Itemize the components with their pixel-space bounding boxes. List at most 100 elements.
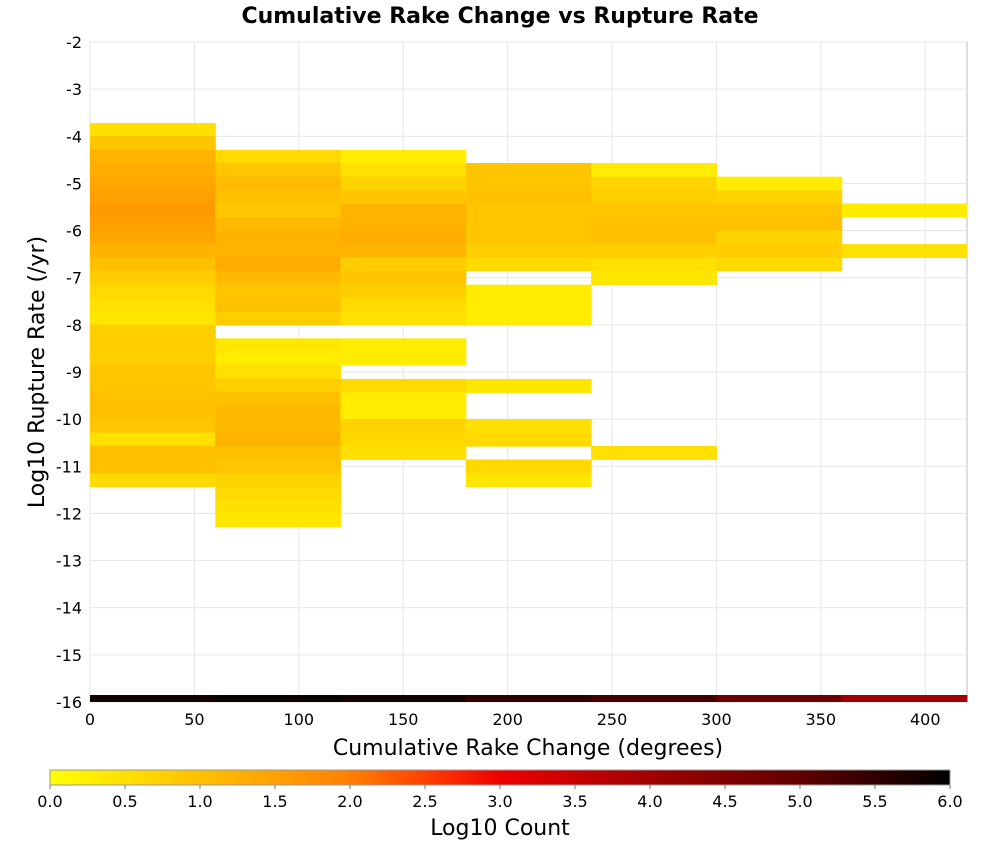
heatmap-cell — [215, 217, 342, 232]
heatmap-cell — [340, 405, 467, 420]
heatmap-cell — [90, 257, 216, 272]
heatmap-cell — [90, 203, 216, 218]
heatmap-cell — [841, 244, 968, 259]
heatmap-cell — [465, 244, 592, 259]
colorbar-tick-label: 3.0 — [487, 792, 512, 811]
heatmap-cell — [591, 217, 717, 232]
heatmap-cell — [90, 419, 216, 433]
colorbar-tick-label: 0.0 — [37, 792, 62, 811]
heatmap-cell — [465, 378, 592, 393]
heatmap-cell — [215, 176, 342, 191]
colorbar-tick-label: 1.5 — [262, 792, 287, 811]
heatmap-cell — [591, 203, 717, 218]
heatmap-cell — [465, 459, 592, 474]
colorbar-tick-label: 6.0 — [937, 792, 962, 811]
heatmap-cell — [340, 203, 467, 218]
heatmap-cell — [90, 190, 216, 205]
heatmap-cell — [465, 419, 592, 433]
heatmap-cell-total — [215, 695, 342, 702]
colorbar-tick-label: 2.5 — [412, 792, 437, 811]
x-tick-label: 150 — [388, 710, 419, 729]
x-tick-label: 50 — [184, 710, 204, 729]
heatmap-cell — [90, 136, 216, 151]
heatmap-cell — [215, 500, 342, 515]
heatmap-cell — [340, 297, 467, 312]
heatmap-cell — [340, 190, 467, 205]
y-tick-label: -4 — [66, 127, 82, 146]
colorbar-tick-label: 3.5 — [562, 792, 587, 811]
heatmap-cell — [215, 405, 342, 420]
heatmap-cell — [90, 324, 216, 339]
heatmap-cell — [591, 445, 717, 460]
heatmap-cell — [90, 351, 216, 366]
colorbar-tick-label: 0.5 — [112, 792, 137, 811]
heatmap-cell — [90, 445, 216, 460]
colorbar — [49, 769, 951, 786]
heatmap-cell — [90, 163, 216, 177]
heatmap-cell — [340, 419, 467, 433]
heatmap-cell — [340, 311, 467, 326]
heatmap-cell — [591, 176, 717, 191]
heatmap-cell — [215, 297, 342, 312]
colorbar-tick-label: 4.0 — [637, 792, 662, 811]
heatmap-cell — [340, 244, 467, 259]
heatmap-cell — [465, 163, 592, 177]
heatmap-cell — [215, 163, 342, 177]
heatmap-cell — [215, 419, 342, 433]
y-tick-label: -9 — [66, 363, 82, 382]
heatmap-cell — [90, 149, 216, 164]
heatmap-cell — [215, 392, 342, 407]
heatmap-cell — [215, 486, 342, 501]
heatmap-cell — [340, 163, 467, 177]
heatmap-cell-total — [716, 695, 843, 702]
heatmap-cell — [340, 378, 467, 393]
y-axis-ticks: -16 -15 -14 -13 -12 -11 -10 -9 -8 -7 -6 -5 -4 -3 -2 — [56, 33, 82, 712]
colorbar-tick-label: 2.0 — [337, 792, 362, 811]
heatmap-cell — [465, 432, 592, 447]
heatmap-cell-total — [90, 695, 216, 702]
x-axis-label: Cumulative Rake Change (degrees) — [333, 736, 723, 761]
y-tick-label: -11 — [56, 457, 82, 476]
heatmap-cell — [90, 378, 216, 393]
heatmap-cell — [215, 338, 342, 353]
heatmap-cell — [215, 378, 342, 393]
y-tick-label: -12 — [56, 504, 82, 523]
heatmap-cell — [90, 217, 216, 232]
heatmap-cell — [340, 284, 467, 299]
y-tick-label: -15 — [56, 646, 82, 665]
colorbar-tick-label: 5.0 — [787, 792, 812, 811]
x-tick-label: 400 — [910, 710, 941, 729]
heatmap-cell — [215, 311, 342, 326]
heatmap-cell — [90, 473, 216, 488]
heatmap-cell — [215, 149, 342, 164]
heatmap-cells — [90, 122, 968, 702]
heatmap-cell — [215, 513, 342, 528]
y-tick-label: -3 — [66, 80, 82, 99]
colorbar-label: Log10 Count — [430, 816, 570, 841]
x-tick-label: 350 — [806, 710, 837, 729]
heatmap-cell — [340, 176, 467, 191]
heatmap-cell — [716, 244, 843, 259]
colorbar-tick-label: 1.0 — [187, 792, 212, 811]
y-tick-label: -2 — [66, 33, 82, 52]
heatmap-cell — [465, 473, 592, 488]
heatmap-cell — [591, 257, 717, 272]
heatmap-cell — [465, 311, 592, 326]
heatmap-cell — [340, 338, 467, 353]
heatmap-cell — [340, 351, 467, 366]
x-axis-ticks: 0 50 100 150 200 250 300 350 400 — [85, 710, 941, 729]
heatmap-cell — [340, 392, 467, 407]
heatmap-cell — [90, 338, 216, 353]
heatmap-cell — [215, 432, 342, 447]
heatmap-cell — [215, 270, 342, 285]
x-tick-label: 100 — [284, 710, 315, 729]
heatmap-cell — [90, 297, 216, 312]
heatmap-cell — [591, 244, 717, 259]
heatmap-cell — [90, 405, 216, 420]
x-tick-label: 200 — [492, 710, 523, 729]
heatmap-cell — [465, 297, 592, 312]
heatmap-cell — [90, 270, 216, 285]
heatmap-cell — [340, 149, 467, 164]
heatmap-cell — [465, 217, 592, 232]
y-tick-label: -5 — [66, 174, 82, 193]
